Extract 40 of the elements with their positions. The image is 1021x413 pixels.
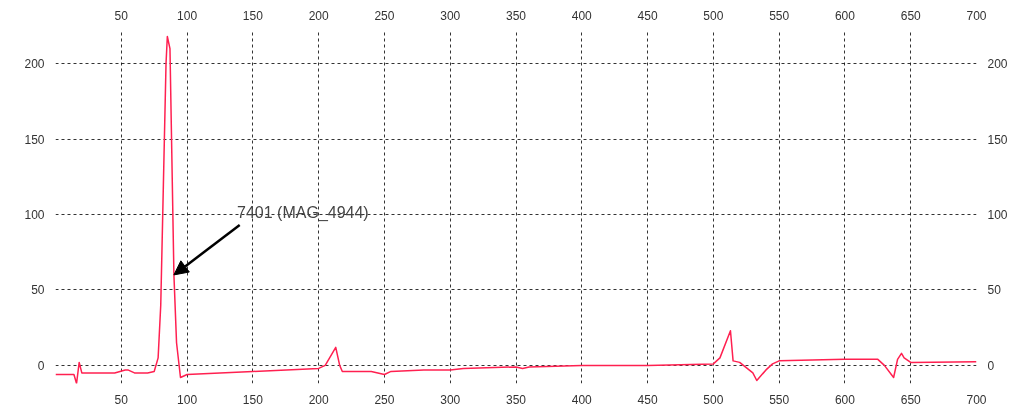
y-tick-label: 0 [37,358,45,373]
x2-tick-label: 200 [308,392,329,407]
y-tick-label: 100 [24,208,45,223]
x2-tick-label: 400 [571,392,593,407]
x-tick-label: 150 [242,8,264,23]
x-tick-label: 450 [637,8,658,23]
x-tick-label: 650 [900,8,922,23]
x2-tick-label: 100 [177,392,198,407]
x-tick-label: 700 [966,8,987,23]
x-tick-label: 200 [308,8,329,23]
x-tick-label: 350 [505,8,527,23]
y2-tick-label: 200 [987,57,1008,72]
x-tick-label: 100 [177,8,198,23]
y-tick-label: 50 [31,283,45,298]
x-tick-label: 600 [834,8,856,23]
y-tick-label: 150 [24,132,45,147]
x2-tick-label: 150 [242,392,264,407]
x2-tick-label: 450 [637,392,658,407]
y2-tick-label: 50 [987,283,1002,298]
x2-tick-label: 300 [440,392,461,407]
y2-tick-label: 0 [987,358,995,373]
x2-tick-label: 250 [374,392,395,407]
x2-tick-label: 550 [769,392,790,407]
y2-tick-label: 100 [987,208,1008,223]
x2-tick-label: 600 [834,392,856,407]
x2-tick-label: 500 [703,392,724,407]
x2-tick-label: 650 [900,392,922,407]
x2-tick-label: 350 [505,392,527,407]
x-tick-label: 500 [703,8,724,23]
x-tick-label: 250 [374,8,395,23]
x2-tick-label: 700 [966,392,987,407]
y-tick-label: 200 [24,57,45,72]
annotation: 7401 (MAG_4944) [237,203,369,222]
x-tick-label: 50 [114,8,129,23]
x-tick-label: 550 [769,8,790,23]
x2-tick-label: 50 [114,392,129,407]
x-tick-label: 300 [440,8,461,23]
line-series [55,35,977,384]
x-tick-label: 400 [571,8,593,23]
y2-tick-label: 150 [987,132,1008,147]
